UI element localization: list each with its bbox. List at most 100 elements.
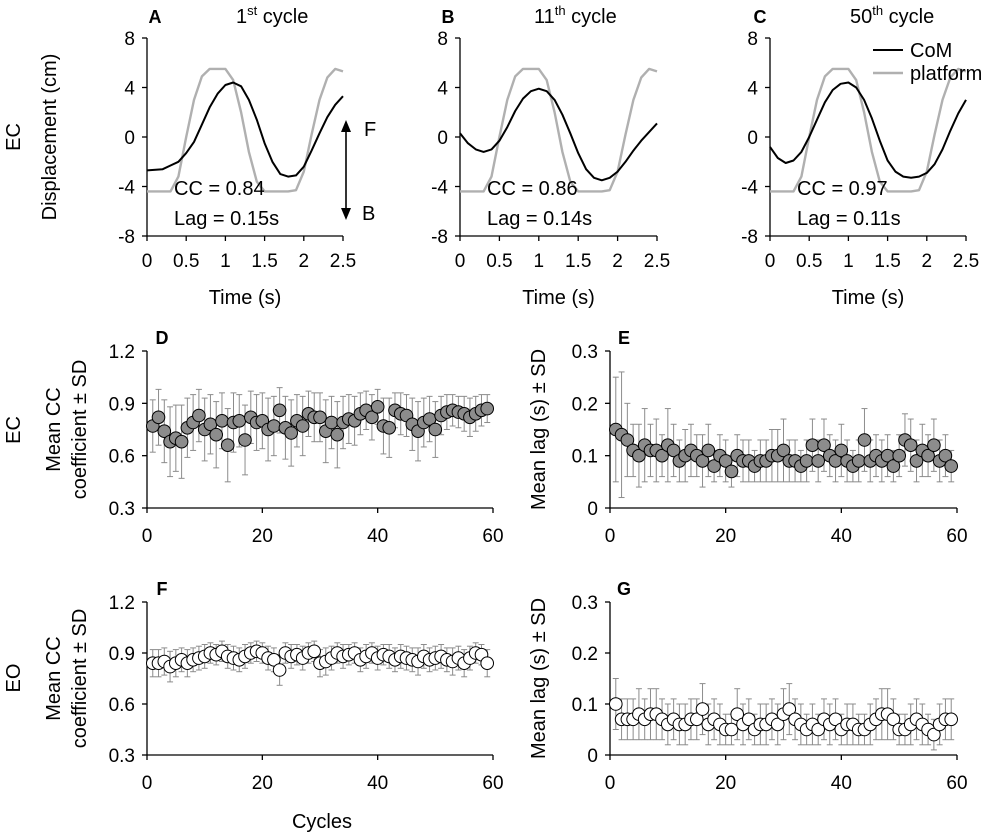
data-point xyxy=(295,419,310,433)
data-point xyxy=(799,454,814,468)
x-tick-label: 1 xyxy=(534,251,545,272)
forward-label: F xyxy=(364,119,376,141)
panel-b: 8 4 0 -4 -8 0 0.5 1 1.5 2 2.5 Time (s) CC = 0.86 Lag … xyxy=(431,3,670,309)
data-point xyxy=(267,653,281,667)
data-point xyxy=(382,421,397,435)
y-tick-label: 4 xyxy=(124,79,135,100)
x-axis-title: Time (s) xyxy=(209,287,282,309)
y-tick-label: -4 xyxy=(741,178,758,199)
panel-title-suffix: cycle xyxy=(883,6,934,28)
y-tick-label: 0 xyxy=(587,499,598,520)
panel-letter: F xyxy=(157,579,168,599)
x-tick-label: 0 xyxy=(605,526,616,547)
y-tick-label: -8 xyxy=(741,227,758,248)
com-line xyxy=(459,87,658,182)
y-tick-label: 0.9 xyxy=(109,644,135,665)
x-tick-label: 2.5 xyxy=(953,251,979,272)
panel-title: 50th cycle xyxy=(850,3,934,28)
x-axis-title: Time (s) xyxy=(832,287,905,309)
x-tick-label: 60 xyxy=(946,773,967,794)
x-tick-label: 40 xyxy=(831,773,852,794)
y-tick-label: 0.9 xyxy=(109,394,135,415)
y-axis-title-line1: Mean CC xyxy=(43,636,65,720)
panel-title-suffix: cycle xyxy=(566,6,617,28)
data-point xyxy=(782,702,797,716)
y-tick-label: 4 xyxy=(747,79,758,100)
panel-g: 0.3 0.2 0.1 00 20 40 60 G Mean lag (s) ± SD xyxy=(528,579,968,794)
platform-line xyxy=(460,67,658,193)
data-point xyxy=(927,438,941,453)
data-point xyxy=(886,459,901,473)
data-point xyxy=(724,464,739,479)
y-tick-label: 0 xyxy=(587,746,598,767)
legend-com-label: CoM xyxy=(910,40,952,62)
platform-line xyxy=(770,67,967,193)
x-tick-label: 0 xyxy=(765,251,776,272)
y-tick-label: 0.1 xyxy=(572,447,598,468)
x-tick-label: 1 xyxy=(220,251,231,272)
x-tick-label: 20 xyxy=(252,773,273,794)
panel-letter: E xyxy=(618,328,630,348)
panel-f: 1.2 0.9 0.6 0.3 0 20 40 60 F Mean CC coefficient ±… xyxy=(43,579,504,833)
x-tick-label: 0 xyxy=(455,251,466,272)
x-tick-label: 0.5 xyxy=(486,251,512,272)
cc-annotation: CC = 0.97 xyxy=(797,178,888,200)
data-point xyxy=(927,727,941,742)
data-point xyxy=(232,414,247,428)
data-point xyxy=(851,454,866,468)
x-tick-label: 1.5 xyxy=(874,251,900,272)
y-tick-label: 0.3 xyxy=(572,342,598,363)
panel-title: 1st cycle xyxy=(236,3,308,28)
panel-a: 8 4 0 -4 -8 0 0.5 1 1.5 2 2.5 Time (s) CC = 0.84 Lag … xyxy=(39,3,376,309)
data-point xyxy=(886,712,901,727)
y-axis-title: Displacement (cm) xyxy=(39,54,61,221)
data-point xyxy=(157,424,172,439)
data-point xyxy=(707,459,721,473)
data-point xyxy=(718,454,733,468)
x-tick-label: 2.5 xyxy=(330,251,356,272)
com-line xyxy=(769,81,967,179)
y-axis-title-line2: coefficient ± SD xyxy=(69,609,91,749)
data-point xyxy=(620,433,635,447)
x-tick-label: 2 xyxy=(299,251,310,272)
y-tick-label: 1.2 xyxy=(109,593,135,614)
x-tick-label: 60 xyxy=(482,526,503,547)
data-point xyxy=(828,712,843,727)
data-point xyxy=(805,438,820,453)
data-point xyxy=(921,448,935,463)
x-tick-label: 40 xyxy=(367,526,388,547)
data-point xyxy=(174,434,189,449)
lag-annotation: Lag = 0.11s xyxy=(797,208,901,230)
data-point xyxy=(811,454,826,468)
data-point xyxy=(370,400,385,414)
panel-letter: G xyxy=(617,579,631,599)
data-point xyxy=(609,697,623,711)
data-point xyxy=(655,448,669,463)
data-point xyxy=(938,448,953,463)
x-tick-label: 40 xyxy=(367,773,388,794)
data-point xyxy=(770,717,785,732)
y-axis-title-line2: coefficient ± SD xyxy=(69,360,91,500)
data-point xyxy=(944,712,959,727)
row-label-ec-top: EC xyxy=(3,123,25,151)
panel-e: 0.3 0.2 0.1 00 20 40 60 E Mean lag (s) ± SD xyxy=(528,328,968,547)
lag-annotation: Lag = 0.14s xyxy=(487,208,592,230)
panel-title-superscript: th xyxy=(872,3,883,18)
x-tick-label: 1.5 xyxy=(565,251,591,272)
y-tick-label: -4 xyxy=(118,178,135,199)
y-axis-title-line1: Mean CC xyxy=(43,387,65,471)
data-point xyxy=(220,438,235,453)
x-tick-label: 20 xyxy=(715,773,736,794)
legend-platform-label: platform xyxy=(910,63,982,85)
data-point xyxy=(724,722,739,737)
lag-annotation: Lag = 0.15s xyxy=(174,208,279,230)
y-tick-label: 0 xyxy=(747,128,758,149)
panel-letter: C xyxy=(754,7,767,27)
x-tick-label: 2.5 xyxy=(644,251,670,272)
row-label-ec: EC xyxy=(3,416,25,444)
y-tick-label: -8 xyxy=(431,227,448,248)
backward-label: B xyxy=(362,203,375,225)
y-tick-label: 8 xyxy=(124,29,135,50)
panel-title-suffix: cycle xyxy=(257,6,308,28)
x-tick-label: 2 xyxy=(612,251,623,272)
